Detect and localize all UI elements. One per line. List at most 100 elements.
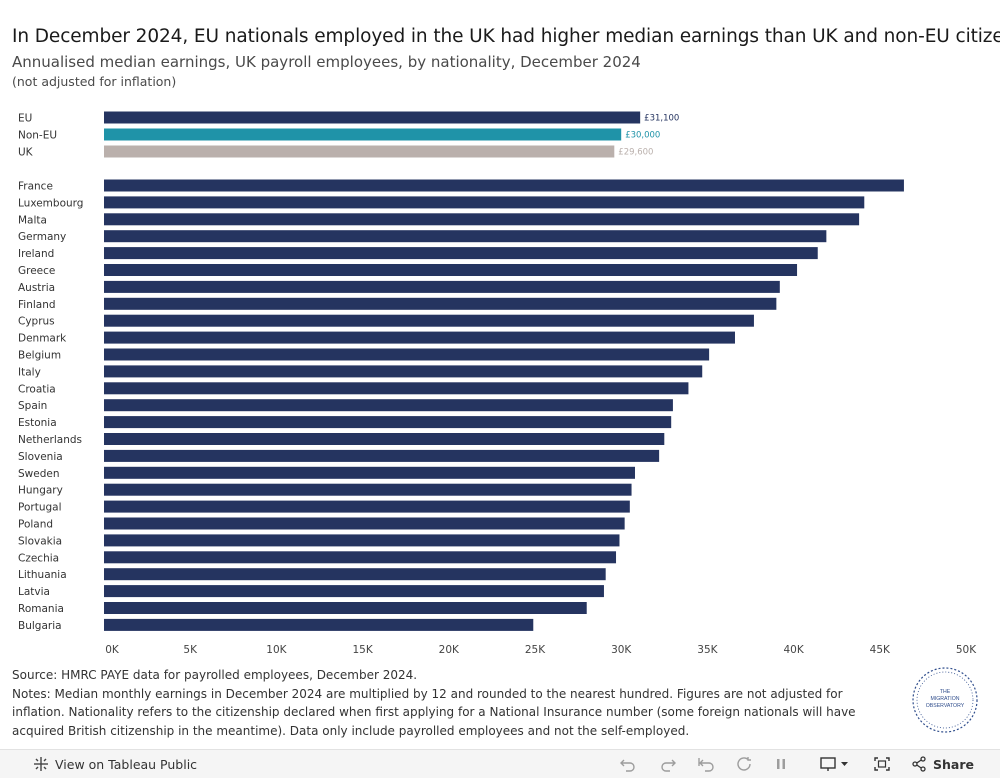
category-label-luxembourg: Luxembourg <box>18 197 83 209</box>
x-tick-label: 15K <box>352 644 373 656</box>
notes-text: Notes: Median monthly earnings in Decemb… <box>12 686 856 738</box>
category-label-ireland: Ireland <box>18 248 54 260</box>
view-on-tableau-label: View on Tableau Public <box>55 756 198 772</box>
bar-spain[interactable] <box>104 399 673 412</box>
x-tick-label: 25K <box>525 644 546 656</box>
revert-button[interactable] <box>697 750 715 778</box>
category-label-slovenia: Slovenia <box>18 451 63 463</box>
x-tick-label: 5K <box>183 644 198 656</box>
bar-czechia[interactable] <box>104 551 617 564</box>
bar-finland[interactable] <box>104 297 777 310</box>
bar-malta[interactable] <box>104 213 860 226</box>
category-label-latvia: Latvia <box>18 586 50 598</box>
category-label-romania: Romania <box>18 603 64 615</box>
bar-france[interactable] <box>104 179 904 192</box>
bar-estonia[interactable] <box>104 416 672 429</box>
x-tick-label: 35K <box>697 644 718 656</box>
bar-cyprus[interactable] <box>104 314 754 327</box>
footer: Source: HMRC PAYE data for payrolled emp… <box>12 666 892 740</box>
bar-luxembourg[interactable] <box>104 196 865 209</box>
bar-slovakia[interactable] <box>104 534 620 547</box>
tableau-toolbar: View on Tableau Public <box>0 749 1000 778</box>
bar-non-eu[interactable] <box>104 128 622 141</box>
category-label-czechia: Czechia <box>18 552 59 564</box>
download-icon <box>820 756 850 772</box>
source-note: Source: HMRC PAYE data for payrolled emp… <box>12 668 418 682</box>
chart-subnote: (not adjusted for inflation) <box>12 74 177 89</box>
fullscreen-button[interactable] <box>873 750 891 778</box>
pause-button[interactable] <box>772 750 790 778</box>
tableau-icon <box>33 756 49 772</box>
bar-chart: EU £31,100 Non-EU £30,000 UK £29,600 France Lu… <box>18 111 977 656</box>
category-label-eu: EU <box>18 113 32 125</box>
category-label-austria: Austria <box>18 282 55 294</box>
undo-button[interactable] <box>619 750 637 778</box>
category-label-italy: Italy <box>18 366 41 378</box>
category-label-france: France <box>18 181 53 193</box>
bar-sweden[interactable] <box>104 466 635 479</box>
bar-uk[interactable] <box>104 145 615 158</box>
country-bars: France Luxembourg Malta Germany Ireland Greec… <box>18 179 904 632</box>
fullscreen-icon <box>873 756 891 772</box>
view-on-tableau-link[interactable]: View on Tableau Public <box>33 750 197 778</box>
x-tick-label: 40K <box>783 644 804 656</box>
category-label-estonia: Estonia <box>18 417 57 429</box>
category-label-cyprus: Cyprus <box>18 316 55 328</box>
share-button[interactable]: Share <box>911 750 974 778</box>
bar-eu[interactable] <box>104 111 641 124</box>
bar-portugal[interactable] <box>104 500 630 513</box>
x-tick-label: 10K <box>266 644 287 656</box>
category-label-germany: Germany <box>18 231 66 243</box>
data-label-non-eu: £30,000 <box>625 131 660 141</box>
bar-croatia[interactable] <box>104 382 689 395</box>
refresh-icon <box>736 756 754 772</box>
chart-title: In December 2024, EU nationals employed … <box>12 26 1000 47</box>
x-tick-label: 30K <box>611 644 632 656</box>
data-label-uk: £29,600 <box>618 148 653 158</box>
category-label-malta: Malta <box>18 214 47 226</box>
category-label-poland: Poland <box>18 519 53 531</box>
bar-romania[interactable] <box>104 602 587 614</box>
refresh-button[interactable] <box>736 750 754 778</box>
x-tick-label: 45K <box>870 644 891 656</box>
svg-text:THE: THE <box>940 689 951 695</box>
bar-latvia[interactable] <box>104 585 604 598</box>
bar-poland[interactable] <box>104 517 625 530</box>
bar-bulgaria[interactable] <box>104 618 534 631</box>
category-label-belgium: Belgium <box>18 350 61 362</box>
data-label-eu: £31,100 <box>644 114 679 124</box>
summary-bars: EU £31,100 Non-EU £30,000 UK £29,600 <box>18 111 679 159</box>
undo-icon <box>619 756 637 772</box>
bar-italy[interactable] <box>104 365 703 378</box>
bar-hungary[interactable] <box>104 483 632 496</box>
category-label-bulgaria: Bulgaria <box>18 620 62 632</box>
share-icon <box>911 756 927 772</box>
bar-denmark[interactable] <box>104 331 735 344</box>
bar-austria[interactable] <box>104 280 780 293</box>
category-label-slovakia: Slovakia <box>18 535 62 547</box>
bar-netherlands[interactable] <box>104 433 665 445</box>
bar-belgium[interactable] <box>104 348 710 361</box>
migration-observatory-logo: THE MIGRATION OBSERVATORY <box>912 667 978 733</box>
bar-lithuania[interactable] <box>104 568 606 581</box>
category-label-lithuania: Lithuania <box>18 569 67 581</box>
bar-slovenia[interactable] <box>104 449 660 462</box>
pause-icon <box>772 756 790 772</box>
category-label-greece: Greece <box>18 265 55 277</box>
redo-button[interactable] <box>659 750 677 778</box>
svg-text:MIGRATION: MIGRATION <box>930 696 959 702</box>
chart-subtitle: Annualised median earnings, UK payroll e… <box>12 53 641 71</box>
bar-greece[interactable] <box>104 264 798 276</box>
download-button[interactable] <box>820 750 850 778</box>
share-label: Share <box>933 756 974 772</box>
category-label-finland: Finland <box>18 299 56 311</box>
category-label-netherlands: Netherlands <box>18 434 82 446</box>
revert-icon <box>697 756 715 772</box>
category-label-uk: UK <box>18 147 34 159</box>
svg-text:OBSERVATORY: OBSERVATORY <box>926 703 965 709</box>
category-label-sweden: Sweden <box>18 468 60 480</box>
x-axis: 0K 5K 10K 15K 20K 25K 30K 35K 40K 45K 50K <box>105 644 977 656</box>
bar-ireland[interactable] <box>104 247 818 260</box>
category-label-croatia: Croatia <box>18 383 56 395</box>
bar-germany[interactable] <box>104 230 827 243</box>
